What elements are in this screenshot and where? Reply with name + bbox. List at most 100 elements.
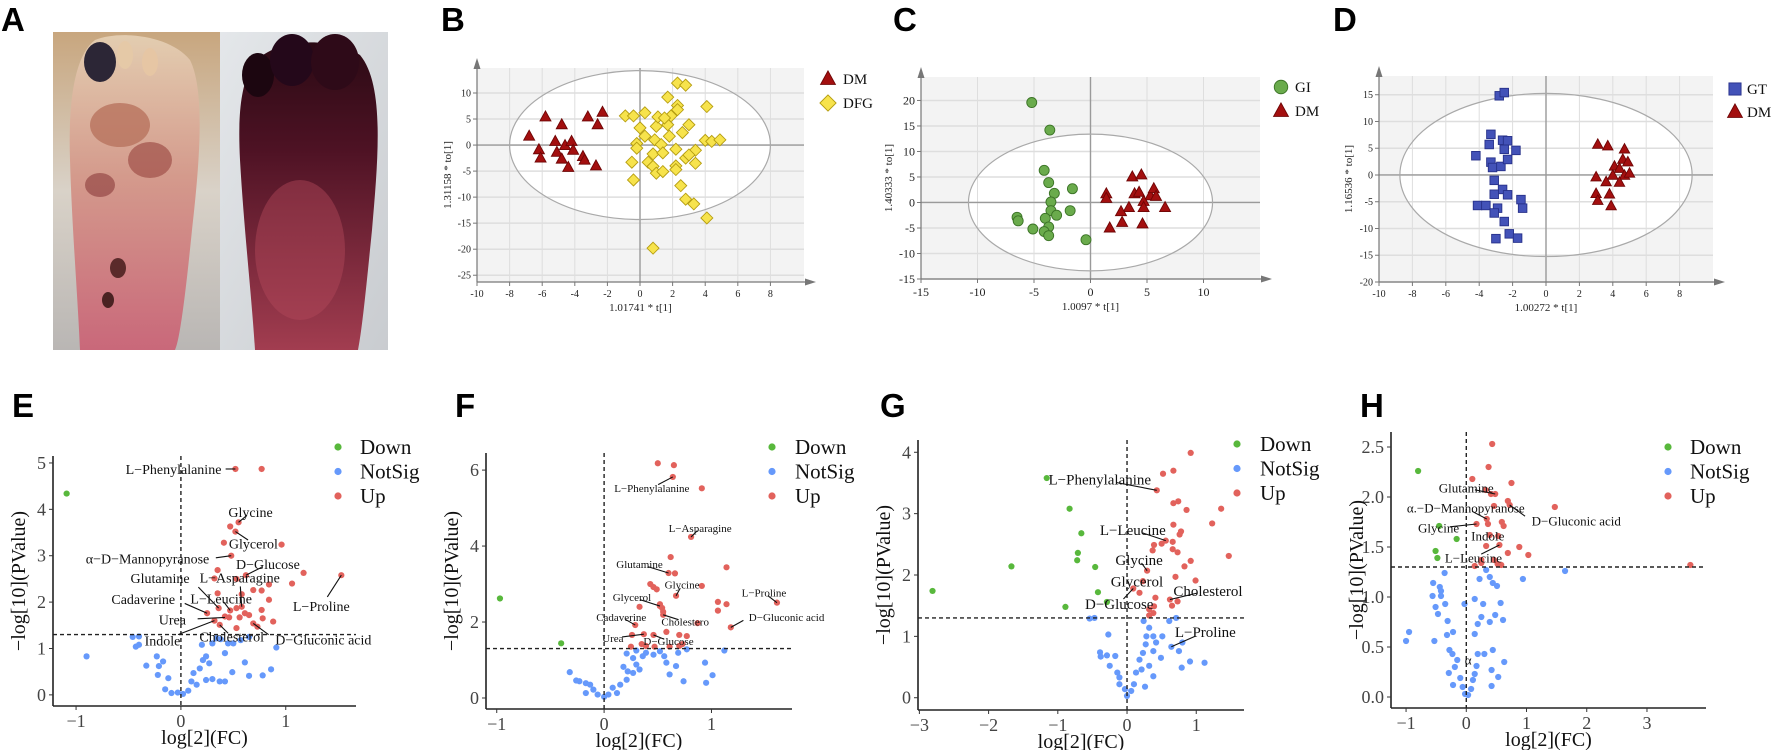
data-point-up — [714, 607, 722, 614]
data-point-notsig — [1457, 674, 1464, 682]
annotation-leader-line — [245, 567, 262, 576]
annotation-leader-line — [653, 634, 665, 640]
series-up — [1130, 449, 1232, 619]
data-point-gt — [1496, 161, 1506, 172]
data-point-up — [270, 618, 277, 625]
data-point-notsig — [1459, 683, 1466, 691]
metabolite-label: Glutamine — [131, 572, 190, 587]
foot-photo-left — [53, 32, 220, 351]
metabolite-label: Cholestero — [661, 617, 709, 629]
data-point-gt — [1489, 175, 1499, 186]
series-down — [63, 490, 70, 497]
y-tick-label: 0.0 — [1362, 687, 1385, 707]
data-point-gt — [1472, 200, 1483, 211]
legend-label-down: Down — [795, 435, 847, 459]
legend-marker-down — [1233, 440, 1241, 448]
metabolite-label: Indole — [145, 635, 181, 650]
data-point-dfg — [679, 78, 693, 92]
data-point-up — [636, 603, 643, 610]
y-tick-label: -20 — [1360, 278, 1373, 289]
x-tick-label: -8 — [1408, 289, 1416, 300]
data-point-notsig — [636, 666, 643, 673]
metabolite-label: D−Glucose — [643, 636, 693, 648]
x-axis-label: 1.0097 * t[1] — [1062, 301, 1119, 313]
x-tick-label: -10 — [970, 285, 986, 299]
data-point-notsig — [1186, 658, 1194, 665]
y-tick-label: 2.5 — [1362, 437, 1385, 457]
data-point-up — [1170, 521, 1177, 528]
metabolite-label: Glycine — [1418, 521, 1459, 536]
data-point-notsig — [1434, 610, 1442, 618]
x-tick-label: -15 — [913, 285, 929, 299]
data-point-notsig — [661, 653, 668, 660]
x-tick-label: 6 — [735, 289, 740, 300]
data-point-up — [236, 614, 243, 621]
data-point-up — [1166, 596, 1174, 603]
x-tick-label: -4 — [1475, 289, 1483, 300]
data-point-notsig — [217, 636, 224, 643]
annotation-leader-line — [326, 574, 342, 598]
metabolite-label: Glycerol — [229, 538, 278, 553]
series-notsig — [1402, 566, 1569, 699]
data-point-dm — [578, 153, 591, 165]
metabolite-label: Glycine — [228, 506, 272, 521]
data-point-notsig — [1178, 664, 1185, 671]
data-point-dm — [1590, 170, 1603, 182]
data-point-notsig — [1166, 617, 1173, 625]
data-point-notsig — [1441, 569, 1448, 577]
data-point-notsig — [1168, 643, 1175, 650]
data-point-notsig — [165, 675, 172, 682]
data-point-dm — [591, 117, 604, 130]
annotation-leader-line — [622, 633, 644, 638]
data-point-notsig — [1402, 637, 1410, 645]
data-point-dm — [550, 145, 564, 157]
x-tick-label: 0 — [638, 289, 643, 300]
data-point-up — [663, 628, 670, 635]
data-point-gt — [1489, 189, 1499, 199]
foot-photo-right — [220, 32, 388, 350]
data-point-notsig — [1451, 663, 1458, 671]
data-point-up — [1504, 549, 1511, 557]
y-tick-label: 1.5 — [1362, 537, 1385, 557]
data-point-notsig — [162, 686, 169, 693]
legend-marker-gt — [1728, 82, 1742, 96]
data-point-notsig — [188, 678, 195, 685]
data-point-up — [1152, 594, 1159, 601]
y-tick-label: 0.5 — [1362, 637, 1385, 657]
data-point-dfg — [633, 121, 647, 135]
data-point-notsig — [1405, 628, 1413, 636]
y-tick-label: 4 — [37, 499, 46, 519]
metabolite-label: L−Proline — [293, 600, 350, 615]
data-point-notsig — [1476, 575, 1483, 583]
data-point-gt — [1499, 144, 1509, 155]
annotation-leader-line — [223, 601, 231, 611]
data-point-up — [1225, 552, 1232, 560]
data-point-dm — [1600, 175, 1613, 187]
metabolite-label: Glutamine — [616, 559, 663, 571]
legend-label-dm: DM — [843, 72, 867, 88]
data-point-gt — [1502, 190, 1513, 200]
data-point-down — [1074, 557, 1081, 564]
data-point-notsig — [1474, 620, 1481, 628]
x-tick-label: −2 — [979, 715, 998, 735]
series-notsig — [566, 646, 728, 700]
data-point-up — [1187, 557, 1194, 564]
metabolite-label: L−Phenylalanine — [614, 483, 689, 495]
y-tick-label: 2 — [37, 592, 46, 612]
y-tick-label: 5 — [1368, 144, 1373, 155]
data-point-down — [1043, 474, 1050, 482]
data-point-notsig — [245, 633, 253, 640]
x-tick-label: 1 — [1522, 713, 1531, 733]
data-point-gt — [1499, 216, 1509, 227]
x-tick-label: −1 — [487, 714, 506, 734]
data-point-notsig — [1429, 592, 1436, 600]
data-point-gt — [1481, 200, 1491, 211]
panel-label-f: F — [455, 387, 475, 424]
data-point-notsig — [155, 663, 162, 670]
series-notsig — [1086, 614, 1208, 699]
data-point-notsig — [629, 669, 637, 677]
data-point-up — [1168, 602, 1176, 609]
annotation-leader-line — [1449, 523, 1477, 528]
data-point-dm — [1623, 166, 1636, 178]
